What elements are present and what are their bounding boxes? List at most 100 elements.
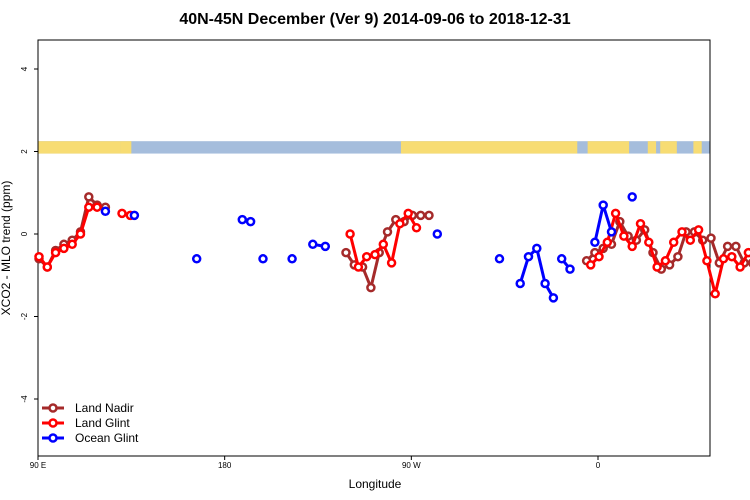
- data-point: [370, 249, 380, 260]
- x-tick-label: 90 E: [30, 461, 46, 470]
- data-point: [92, 202, 102, 212]
- data-point: [693, 225, 704, 235]
- x-tick-label: 0: [596, 461, 601, 470]
- data-point: [424, 210, 434, 221]
- data-point: [702, 256, 712, 266]
- data-point: [627, 192, 637, 202]
- legend-label: Land Glint: [75, 416, 130, 430]
- data-point: [361, 251, 372, 262]
- data-point: [606, 227, 617, 237]
- data-point: [341, 247, 351, 258]
- data-point: [731, 241, 741, 252]
- data-point: [727, 251, 737, 262]
- data-point: [644, 237, 654, 248]
- land-strip-segment: [647, 141, 657, 154]
- data-point: [710, 289, 720, 299]
- data-point: [523, 251, 534, 262]
- data-point: [494, 254, 505, 264]
- data-point: [635, 218, 646, 229]
- x-tick-label: 180: [218, 461, 232, 470]
- data-point: [237, 214, 248, 225]
- land-strip-segment: [693, 141, 702, 154]
- data-point: [706, 233, 716, 243]
- data-point: [627, 241, 637, 252]
- land-strip-segment: [38, 141, 121, 154]
- land-strip-segment: [400, 141, 578, 154]
- data-point: [532, 243, 542, 254]
- land-strip-segment: [587, 141, 630, 154]
- data-point: [84, 202, 94, 212]
- y-tick-label: 2: [20, 149, 29, 154]
- data-point: [590, 237, 600, 248]
- data-point: [320, 241, 331, 252]
- y-tick-label: 0: [20, 231, 29, 236]
- data-point: [287, 254, 297, 264]
- y-axis-label: XCO2 - MLO trend (ppm): [0, 181, 13, 316]
- land-strip-segment: [120, 141, 132, 154]
- data-point: [548, 293, 559, 303]
- data-point: [556, 254, 567, 264]
- data-point: [660, 256, 671, 266]
- data-point: [718, 254, 729, 264]
- data-point: [565, 264, 575, 274]
- chart-title: 40N-45N December (Ver 9) 2014-09-06 to 2…: [179, 11, 570, 28]
- y-tick-label: 4: [20, 66, 29, 71]
- data-point: [42, 262, 53, 272]
- land-strip-segment: [660, 141, 677, 154]
- data-point: [75, 229, 86, 239]
- data-point: [353, 262, 364, 272]
- data-point: [515, 278, 525, 289]
- data-point: [722, 241, 733, 252]
- data-point: [585, 260, 596, 270]
- data-point: [540, 278, 550, 289]
- data-point: [602, 237, 613, 248]
- series-group: [34, 192, 750, 303]
- data-point: [685, 235, 696, 245]
- data-point: [743, 247, 750, 258]
- legend-label: Ocean Glint: [75, 431, 139, 445]
- y-tick-label: -4: [20, 395, 29, 403]
- data-point: [673, 251, 683, 262]
- data-point: [735, 262, 745, 272]
- data-point: [598, 200, 608, 210]
- data-point: [619, 231, 629, 241]
- data-point: [129, 210, 140, 221]
- data-point: [258, 254, 268, 264]
- data-point: [411, 223, 422, 233]
- data-point: [386, 258, 397, 268]
- data-point: [245, 216, 256, 227]
- x-tick-label: 90 W: [402, 461, 421, 470]
- data-point: [652, 262, 662, 272]
- legend-marker: [48, 418, 58, 428]
- data-point: [432, 229, 443, 239]
- legend-label: Land Nadir: [75, 401, 134, 415]
- data-point: [382, 227, 393, 237]
- series-land-nadir: [34, 192, 750, 293]
- data-point: [34, 251, 44, 262]
- plot-frame: [37, 39, 711, 457]
- land-ocean-strip: [38, 141, 710, 154]
- data-point: [67, 239, 77, 250]
- series-line: [37, 205, 98, 269]
- legend-marker: [48, 433, 58, 443]
- x-axis-label: Longitude: [349, 477, 402, 491]
- data-point: [308, 239, 318, 250]
- data-point: [403, 208, 413, 219]
- data-point: [378, 239, 389, 250]
- data-point: [366, 282, 376, 293]
- data-point: [345, 229, 355, 239]
- data-point: [100, 206, 111, 217]
- series-ocean-glint: [100, 192, 637, 303]
- data-point: [395, 218, 405, 229]
- data-point: [677, 227, 687, 237]
- legend-marker: [48, 403, 58, 413]
- data-point: [84, 192, 94, 202]
- data-point: [415, 210, 426, 221]
- data-point: [668, 237, 679, 248]
- data-point: [117, 208, 127, 219]
- data-point: [191, 254, 202, 264]
- data-point: [610, 208, 621, 219]
